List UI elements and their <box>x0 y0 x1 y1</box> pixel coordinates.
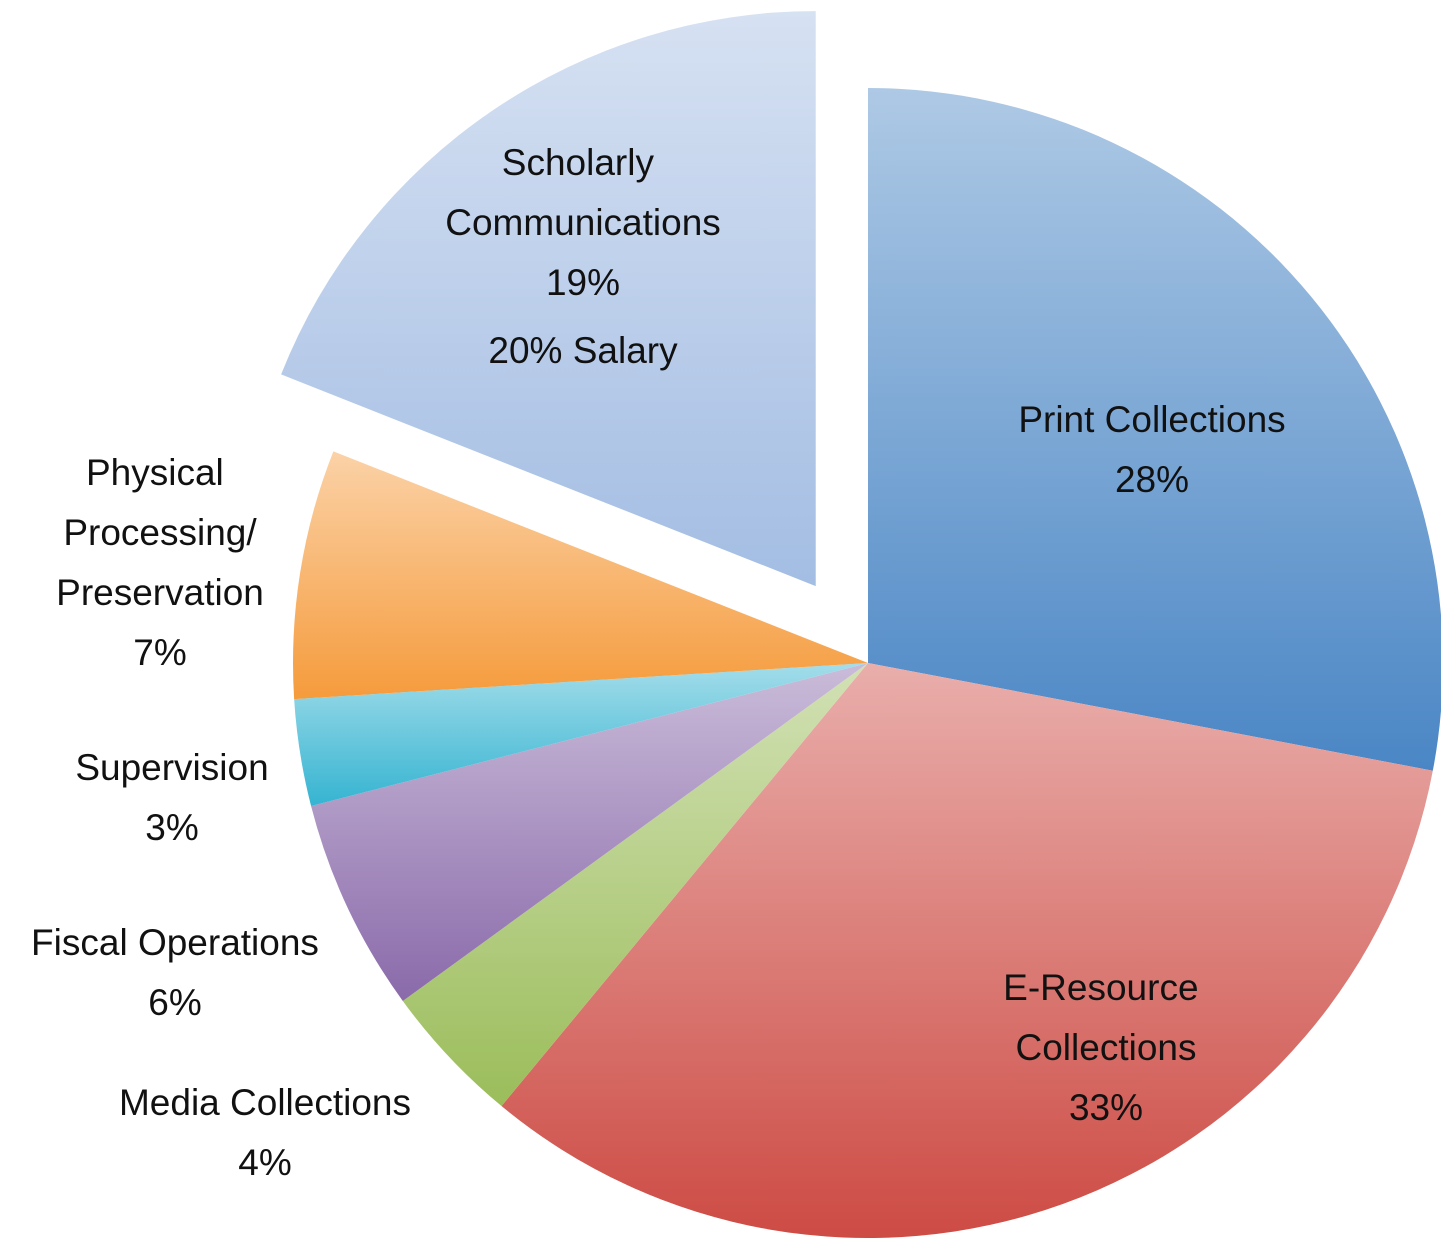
slices <box>281 11 1441 1239</box>
pie-slice <box>293 451 869 700</box>
slice-value-label: 33% <box>1069 1087 1143 1128</box>
labels: Print Collections 28% E-Resource Collectio… <box>31 142 1286 1183</box>
pie-slice <box>402 663 868 1107</box>
slice-label: Print Collections <box>1018 399 1285 440</box>
slice-label: Scholarly Communications <box>445 142 721 243</box>
slice-value-label: 7% <box>133 632 186 673</box>
slice-label: Supervision <box>75 747 268 788</box>
pie-slice <box>294 663 868 806</box>
slice-value-label: 4% <box>238 1142 291 1183</box>
pie-slice <box>501 663 1433 1239</box>
slice-value-label: 28% <box>1115 459 1189 500</box>
slice-label: E-Resource Collections <box>1003 967 1209 1068</box>
slice-value-label: 3% <box>145 807 198 848</box>
slice-label: Physical Processing/Preservation <box>56 452 264 613</box>
pie-slice <box>281 11 816 587</box>
annotation: 20% Salary <box>488 330 678 371</box>
slice-label: Media Collections <box>119 1082 411 1123</box>
slice-value-label: 19% <box>546 262 620 303</box>
pie-slice <box>311 663 868 1001</box>
slice-label: Fiscal Operations <box>31 922 319 963</box>
slice-value-label: 6% <box>148 982 201 1023</box>
pie-slice <box>868 88 1441 771</box>
